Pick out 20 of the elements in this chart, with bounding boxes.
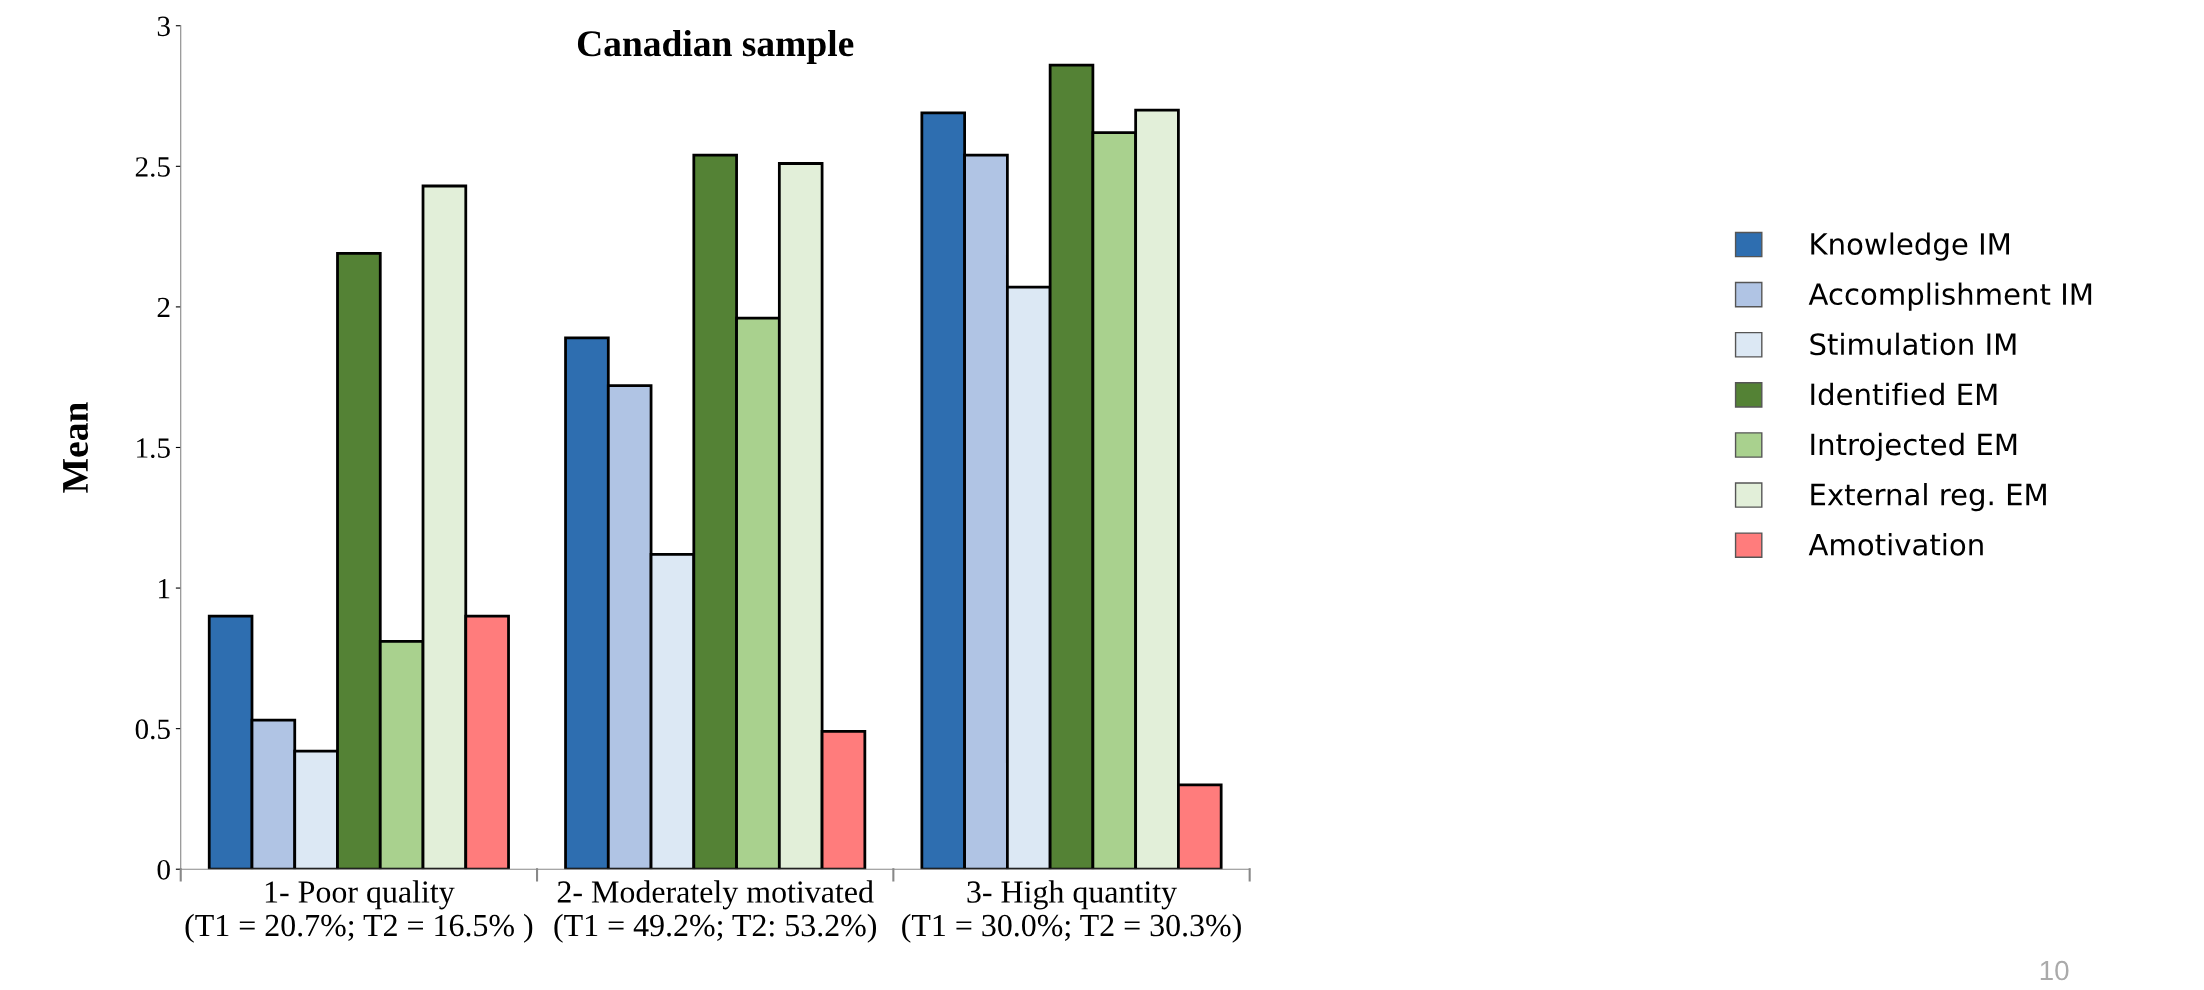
chart-title: Canadian sample [577, 29, 854, 64]
y-tick-label: 2.5 [135, 157, 170, 177]
legend-label: Knowledge IM [1811, 232, 2009, 261]
x-tick-label: 3- High quantity (T1 = 30.0%; T2 = 30.3%) [902, 880, 1241, 943]
text: 10 [2040, 960, 2069, 981]
y-tick-label: 1 [158, 578, 170, 599]
y-tick-label: 2 [157, 297, 170, 318]
y-tick-label: 0.5 [135, 719, 170, 740]
legend-label: External reg. EM [1811, 482, 2046, 512]
y-tick-label: 1.5 [137, 438, 170, 459]
legend-label: Accomplishment IM [1808, 282, 2092, 311]
legend-label: Stimulation IM [1810, 332, 2016, 356]
y-tick-label: 3 [157, 16, 170, 37]
y-tick-label: 0 [157, 859, 170, 880]
x-tick-label: 1- Poor quality (T1 = 20.7%; T2 = 16.5% ) [185, 880, 533, 943]
legend-label: Introjected EM [1811, 432, 2017, 462]
y-axis-title: Mean [63, 402, 89, 493]
legend-label: Identified EM [1811, 382, 1997, 406]
x-tick-label: 2- Moderately motivated (T1 = 49.2%; T2: 53.2%) [554, 880, 877, 943]
legend-label: Amotivation [1808, 533, 1983, 556]
